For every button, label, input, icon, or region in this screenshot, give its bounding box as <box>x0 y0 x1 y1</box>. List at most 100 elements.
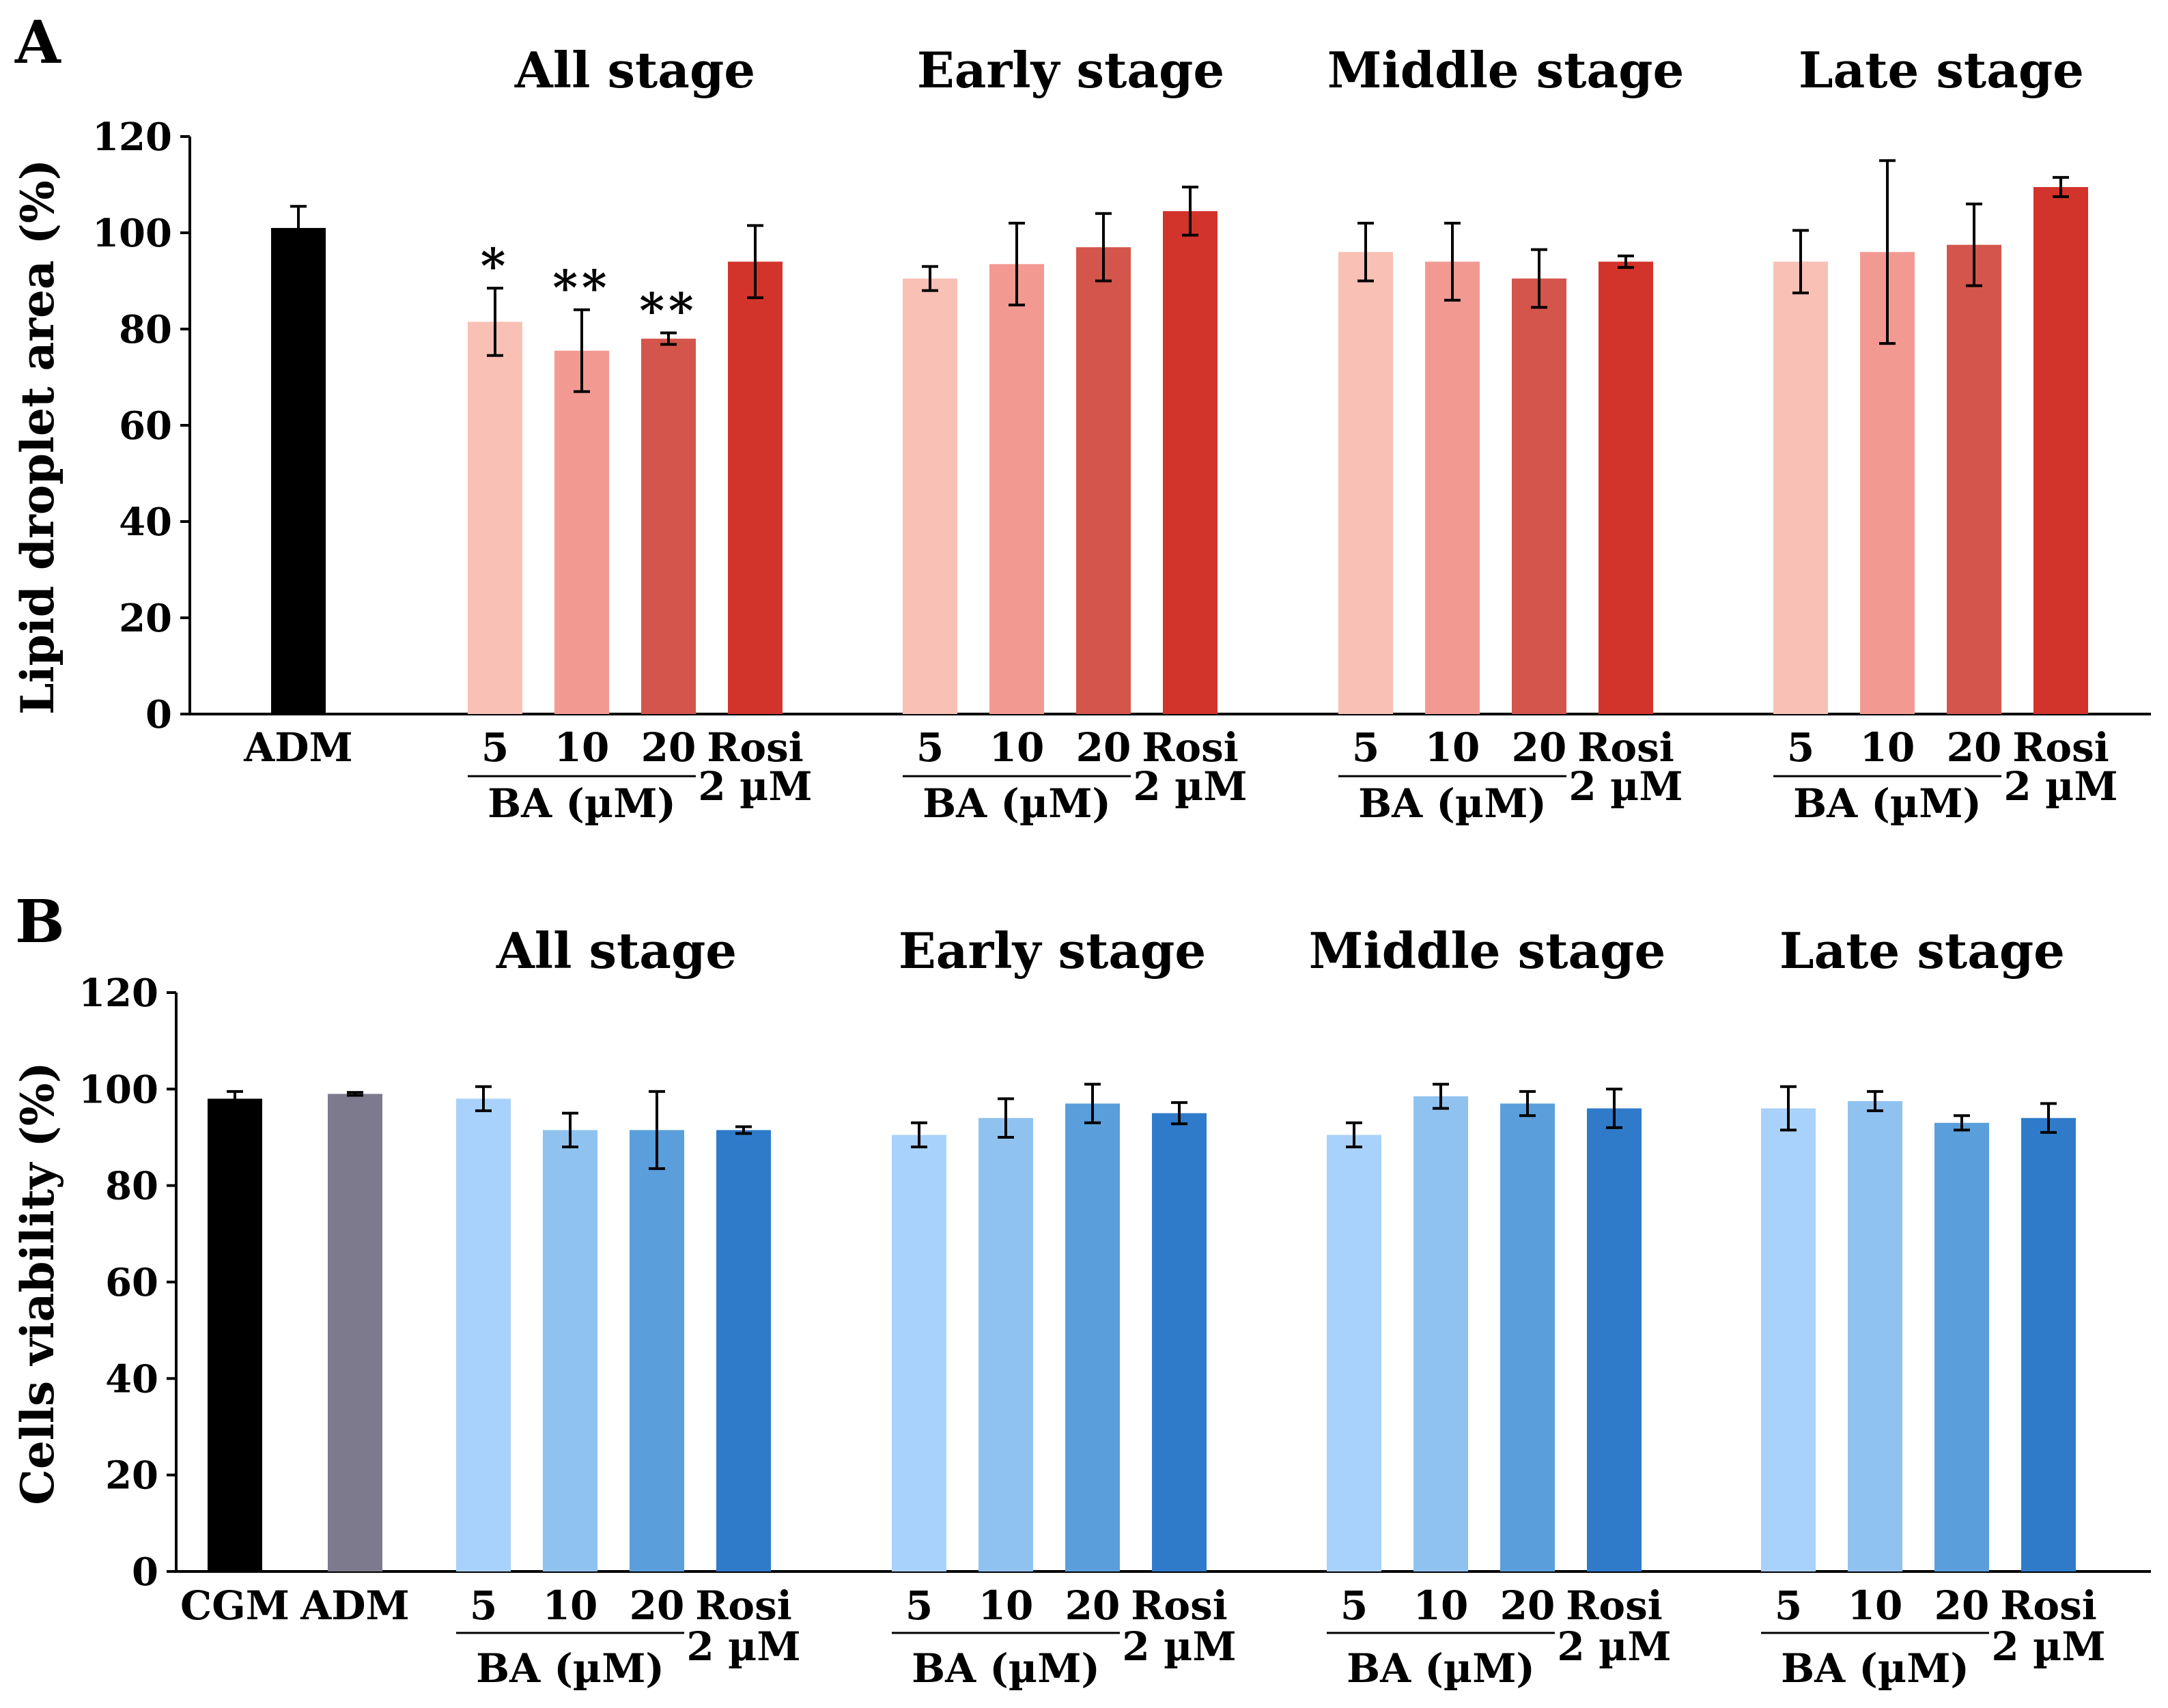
bar-stage3-3 <box>2033 187 2088 714</box>
stage-title-late-b: Late stage <box>1779 922 2065 980</box>
x-label-dose: 5 <box>905 1582 933 1629</box>
ba-group-caption: BA (µM) <box>488 780 676 827</box>
x-label-dose: 10 <box>1413 1582 1469 1629</box>
y-tick-label: 120 <box>79 971 158 1016</box>
x-label-dose: 5 <box>481 724 509 771</box>
stage-title-early-b: Early stage <box>899 922 1206 980</box>
bar-stage0-3 <box>716 1130 771 1571</box>
bar-stage2-0 <box>1338 252 1393 714</box>
x-label-dose: 10 <box>1860 724 1915 771</box>
ba-group-caption: BA (µM) <box>476 1645 664 1692</box>
bar-stage3-1 <box>1848 1101 1902 1571</box>
stage-title-early-a: Early stage <box>917 41 1224 99</box>
bar-stage1-1 <box>989 264 1044 714</box>
x-label-rosi-dose: 2 µM <box>686 1623 800 1670</box>
panel-letter-b: B <box>15 887 65 956</box>
bar-stage2-3 <box>1587 1108 1642 1571</box>
x-label-rosi: Rosi <box>1577 724 1674 771</box>
ba-group-caption: BA (µM) <box>923 780 1111 827</box>
x-label-dose: 10 <box>979 1582 1034 1629</box>
x-label-dose: 5 <box>1352 724 1379 771</box>
bar-stage3-0 <box>1773 261 1828 714</box>
x-label-rosi: Rosi <box>1142 724 1239 771</box>
x-label-dose: 5 <box>1340 1582 1368 1629</box>
bar-stage3-2 <box>1947 244 2001 714</box>
bar-stage3-2 <box>1934 1122 1989 1571</box>
y-tick-label: 0 <box>132 1550 158 1595</box>
significance-marker: * <box>481 238 510 294</box>
bar-stage0-1 <box>543 1130 597 1571</box>
bar-stage1-0 <box>903 278 957 715</box>
x-label-dose: 10 <box>1848 1582 1903 1629</box>
y-tick-label: 40 <box>105 1356 158 1401</box>
x-label-rosi-dose: 2 µM <box>698 763 812 810</box>
y-tick-label: 80 <box>119 307 172 352</box>
x-label-dose: 5 <box>1787 724 1814 771</box>
y-tick-label: 60 <box>119 403 172 449</box>
bar-control-cgm <box>208 1098 262 1571</box>
x-label-rosi-dose: 2 µM <box>1122 1623 1236 1670</box>
panel-b: B All stage Early stage Middle stage Lat… <box>11 887 2151 1692</box>
bar-stage0-2 <box>641 339 696 715</box>
y-tick-label: 100 <box>92 211 172 256</box>
x-label-rosi-dose: 2 µM <box>1991 1623 2105 1670</box>
x-label-rosi-dose: 2 µM <box>1133 763 1247 810</box>
y-tick-label: 120 <box>92 115 172 160</box>
stage-title-late-a: Late stage <box>1799 41 2084 99</box>
y-tick-label: 80 <box>105 1164 158 1209</box>
y-tick-label: 0 <box>145 692 172 737</box>
x-label-dose: 5 <box>1775 1582 1802 1629</box>
y-tick-label: 100 <box>79 1067 158 1112</box>
stage-title-middle-a: Middle stage <box>1327 41 1685 99</box>
x-label-dose: 20 <box>630 1582 685 1629</box>
bar-stage2-3 <box>1599 261 1653 714</box>
x-label-dose: 10 <box>1425 724 1480 771</box>
bar-stage1-2 <box>1076 247 1131 714</box>
ba-group-caption: BA (µM) <box>1781 1645 1969 1692</box>
ba-group-caption: BA (µM) <box>1358 780 1547 827</box>
significance-marker: ** <box>639 283 697 339</box>
x-label-rosi: Rosi <box>707 724 804 771</box>
x-label-dose: 20 <box>1065 1582 1121 1629</box>
bar-stage0-0 <box>456 1098 511 1571</box>
x-label-rosi: Rosi <box>2000 1582 2097 1629</box>
x-label-cgm: CGM <box>180 1582 290 1629</box>
bar-stage1-0 <box>892 1135 946 1571</box>
x-label-dose: 10 <box>554 724 610 771</box>
stage-title-all-a: All stage <box>514 41 755 99</box>
x-label-dose: 20 <box>641 724 696 771</box>
bar-stage2-2 <box>1500 1103 1555 1571</box>
x-label-rosi: Rosi <box>695 1582 792 1629</box>
stage-title-middle-b: Middle stage <box>1309 922 1666 980</box>
bar-stage0-1 <box>554 350 609 714</box>
bar-stage0-3 <box>728 261 783 714</box>
x-label-dose: 5 <box>916 724 944 771</box>
x-label-dose: 10 <box>989 724 1045 771</box>
y-tick-label: 40 <box>119 500 172 545</box>
bar-stage2-1 <box>1425 261 1480 714</box>
x-label-dose: 20 <box>1076 724 1131 771</box>
bar-control-adm <box>271 227 326 714</box>
x-label-rosi: Rosi <box>1131 1582 1228 1629</box>
bar-stage2-1 <box>1413 1096 1468 1571</box>
bar-stage1-2 <box>1065 1103 1120 1571</box>
x-label-dose: 20 <box>1500 1582 1555 1629</box>
ba-group-caption: BA (µM) <box>1793 780 1982 827</box>
x-label-rosi-dose: 2 µM <box>1557 1623 1671 1670</box>
ba-group-caption: BA (µM) <box>1347 1645 1535 1692</box>
bar-stage1-3 <box>1152 1113 1207 1571</box>
y-tick-label: 20 <box>119 596 172 641</box>
x-label-dose: 5 <box>470 1582 497 1629</box>
x-label-dose: 20 <box>1934 1582 1990 1629</box>
bar-control-adm <box>328 1094 382 1571</box>
panel-a: A All stage Early stage Middle stage Lat… <box>11 8 2151 827</box>
x-label-rosi: Rosi <box>1566 1582 1663 1629</box>
bar-stage0-2 <box>630 1130 684 1571</box>
bar-stage3-3 <box>2021 1118 2076 1571</box>
panel-letter-a: A <box>14 8 61 77</box>
ba-group-caption: BA (µM) <box>912 1645 1100 1692</box>
y-axis-label-b: Cells viability (%) <box>11 1062 64 1505</box>
y-axis-label-a: Lipid droplet area (%) <box>11 159 64 715</box>
